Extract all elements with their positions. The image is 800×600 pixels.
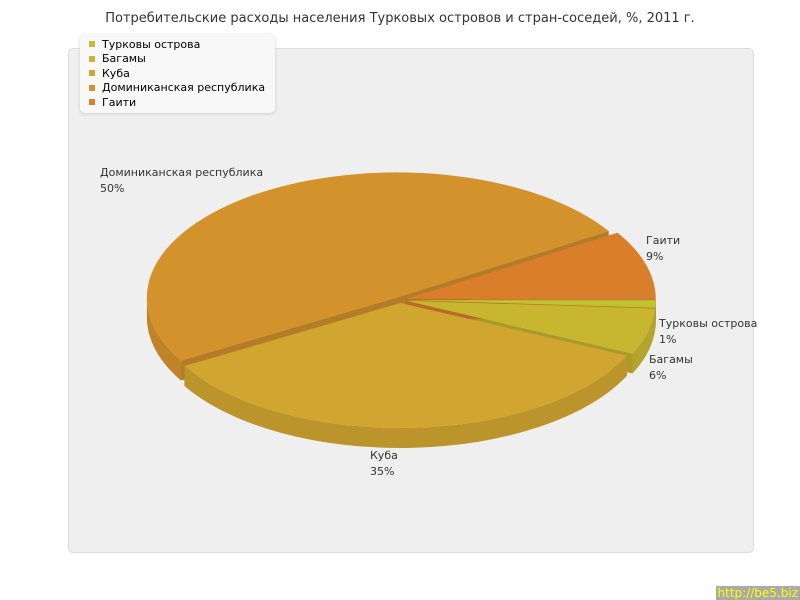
slice-category: Гаити	[646, 234, 681, 247]
legend-label: Турковы острова	[102, 37, 201, 51]
pie-slice-3	[146, 172, 609, 361]
slice-side	[146, 297, 182, 381]
legend-label: Багамы	[102, 52, 146, 66]
chart-title: Потребительские расходы населения Турков…	[105, 11, 695, 26]
slice-category: Доминиканская республика	[100, 166, 264, 179]
slice-value: 6%	[649, 369, 667, 382]
legend-item[interactable]: Багамы	[80, 52, 275, 67]
watermark[interactable]: http://be5.biz	[715, 586, 800, 600]
legend-label: Доминиканская республика	[102, 81, 266, 95]
legend-label: Гаити	[102, 95, 137, 109]
slice-value: 9%	[646, 250, 664, 263]
pie-slice-4	[405, 232, 656, 300]
slice-value: 35%	[370, 465, 395, 478]
slice-label: Доминиканская республика 50%	[100, 165, 263, 197]
legend-label: Куба	[102, 66, 130, 80]
slice-label: Турковы острова 1%	[659, 316, 757, 348]
pie-slice-2	[184, 302, 627, 428]
slice-label: Гаити 9%	[646, 233, 680, 265]
slice-label: Куба 35%	[370, 448, 398, 480]
slice-side	[632, 308, 656, 374]
legend-item[interactable]: Куба	[80, 66, 275, 81]
legend-swatch	[89, 41, 95, 48]
slice-category: Багамы	[649, 353, 693, 366]
legend-swatch	[89, 55, 95, 62]
legend-item[interactable]: Доминиканская республика	[80, 81, 275, 96]
legend-item[interactable]: Турковы острова	[80, 37, 275, 52]
slice-value: 1%	[659, 333, 677, 346]
slice-category: Куба	[370, 449, 398, 462]
slice-category: Турковы острова	[659, 317, 758, 330]
slice-label: Багамы 6%	[649, 352, 693, 384]
slice-value: 50%	[100, 182, 125, 195]
pie-slice-1	[405, 300, 656, 354]
pie-slice-0	[405, 300, 656, 308]
legend-swatch	[89, 70, 95, 77]
legend: Турковы острова Багамы Куба Доминиканская р…	[80, 34, 275, 113]
legend-item[interactable]: Гаити	[80, 95, 275, 110]
slice-side	[184, 355, 627, 448]
legend-swatch	[89, 99, 95, 106]
legend-swatch	[89, 84, 95, 91]
